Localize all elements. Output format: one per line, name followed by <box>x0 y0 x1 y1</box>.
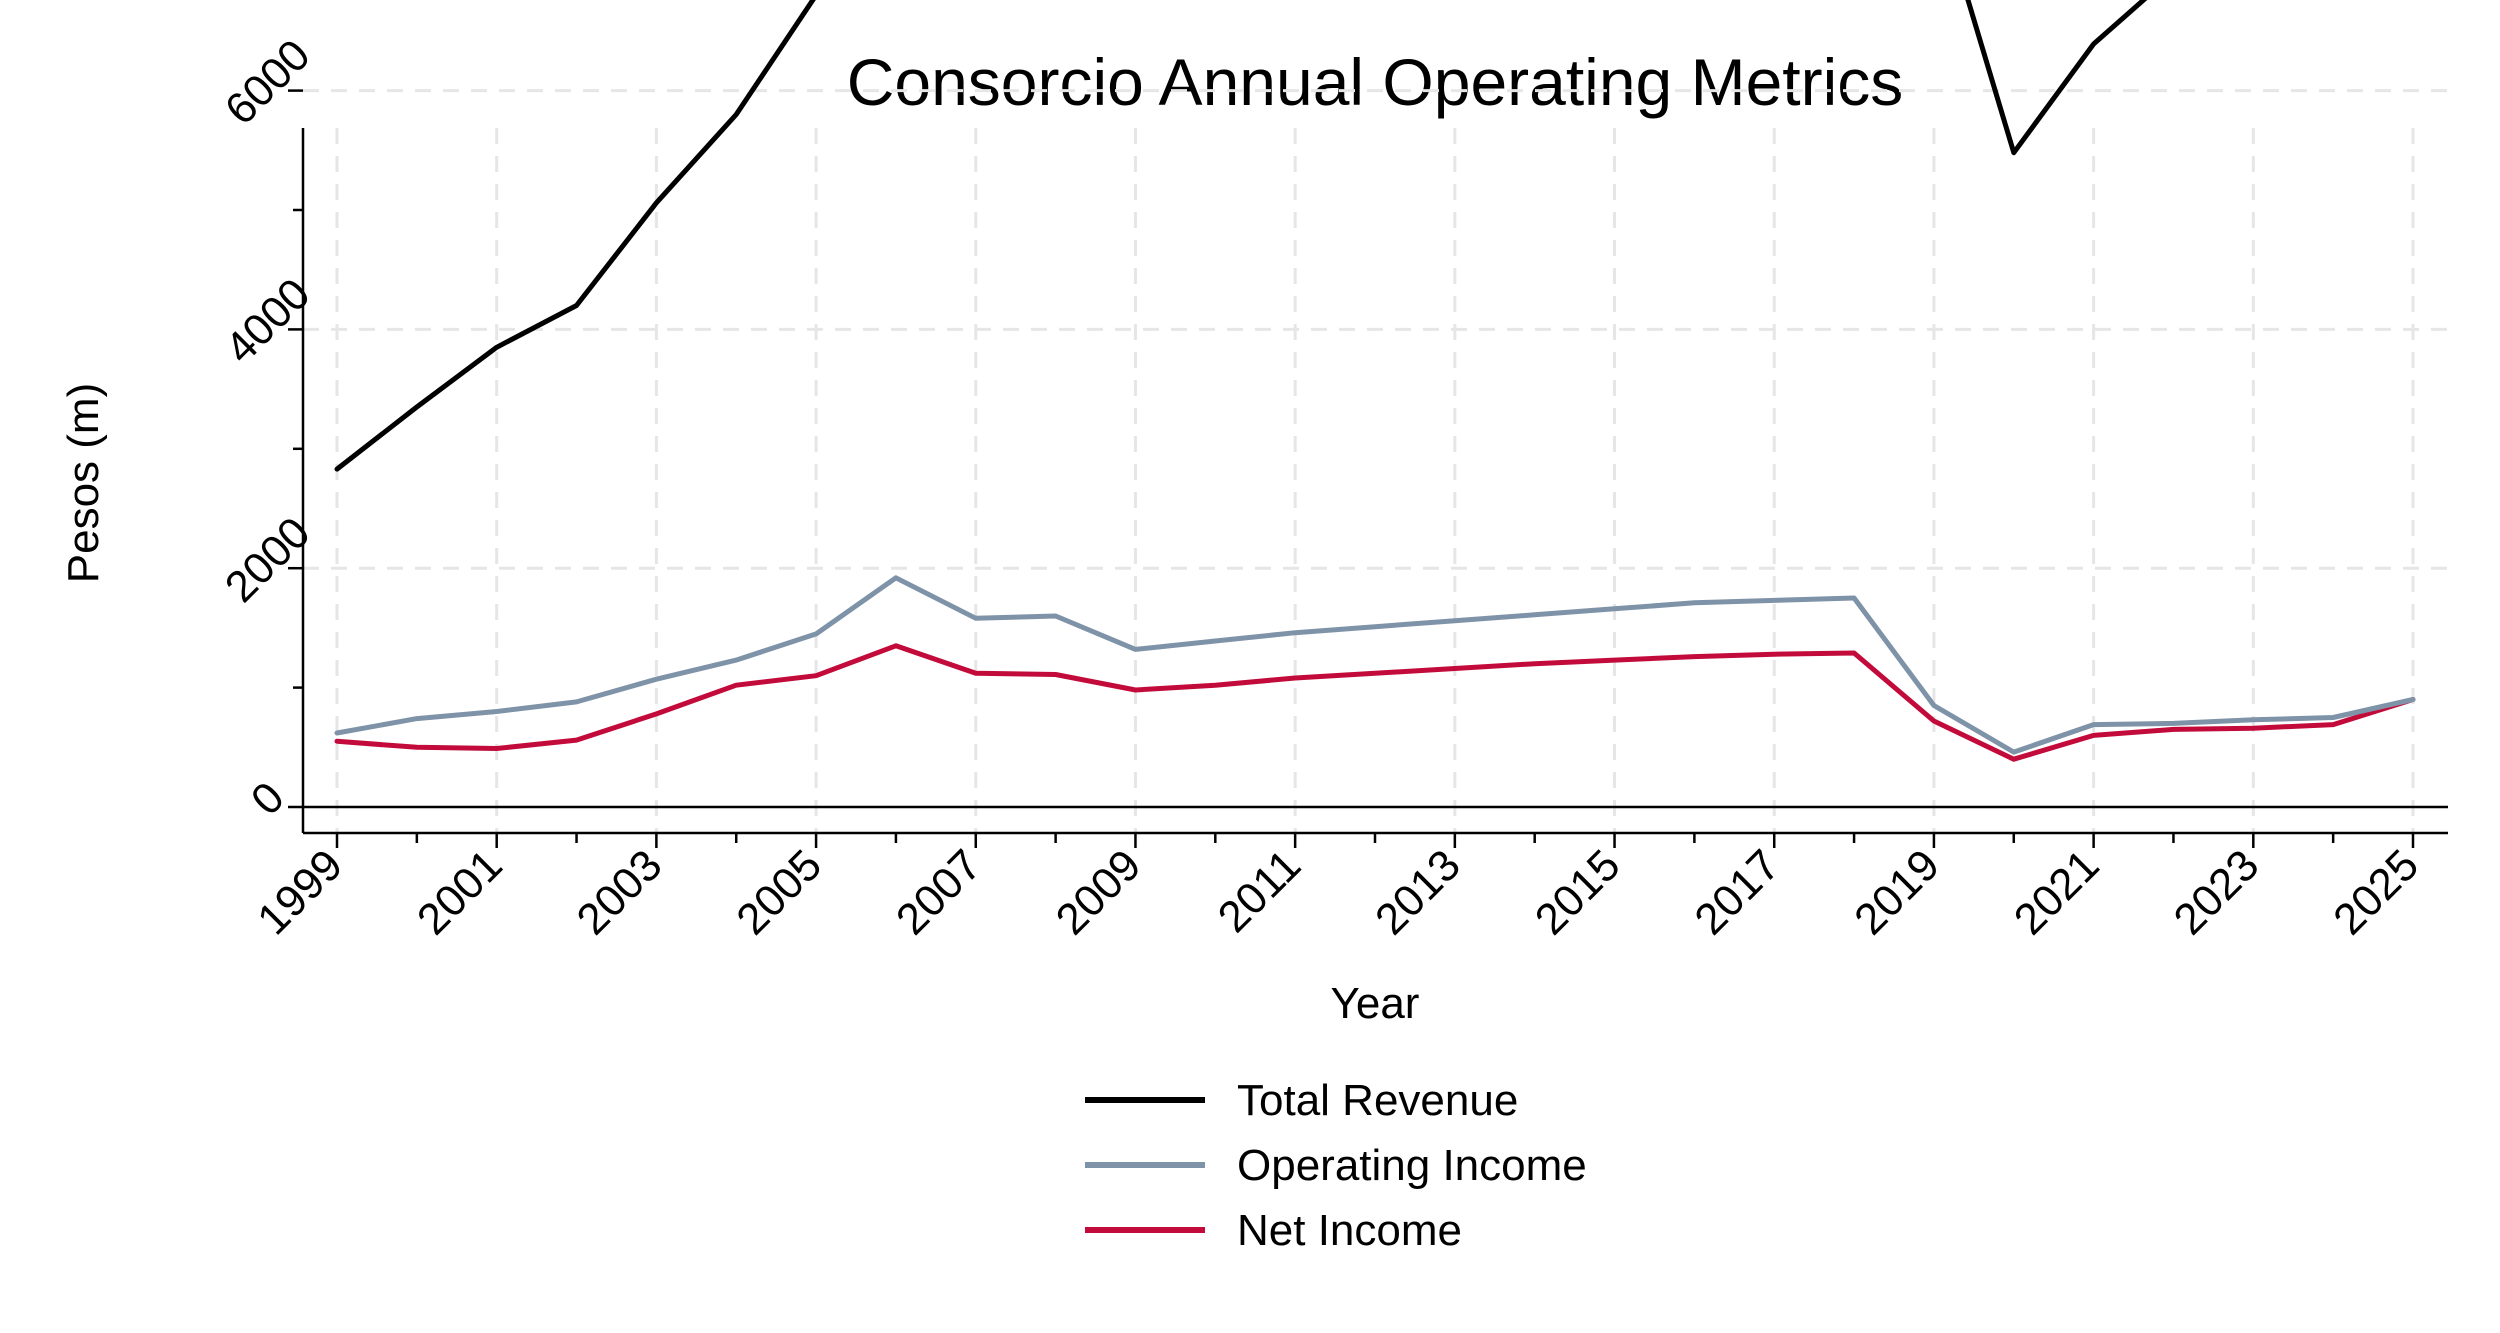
legend-label: Total Revenue <box>1237 1076 1518 1125</box>
x-axis-label: Year <box>1331 979 1420 1028</box>
series-line-operating-income <box>334 575 2416 755</box>
grid <box>303 89 2448 833</box>
series-line-net-income <box>334 643 2416 762</box>
chart-title: Consorcio Annual Operating Metrics <box>847 45 1904 119</box>
series-line-total-revenue <box>334 0 2148 472</box>
series <box>334 0 2416 762</box>
legend: Total Revenue Operating Income Net Income <box>1085 1076 1587 1255</box>
legend-label: Net Income <box>1237 1206 1462 1255</box>
legend-label: Operating Income <box>1237 1141 1587 1190</box>
y-axis-label: Pesos (m) <box>59 383 108 583</box>
